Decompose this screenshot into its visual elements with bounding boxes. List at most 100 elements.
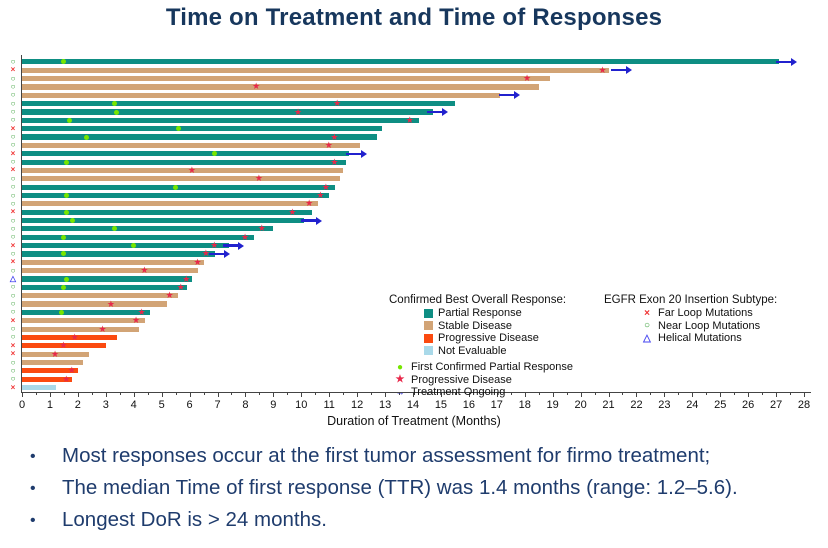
first-response-dot: [111, 226, 117, 232]
progression-star: ★: [67, 365, 76, 376]
bullet-line: • Most responses occur at the first tumor…: [0, 444, 828, 467]
x-minor-tick: [203, 392, 205, 395]
progression-star: ★: [182, 273, 191, 284]
legend-label: Treatment Ongoing: [411, 386, 506, 399]
x-tick-label: 10: [295, 399, 308, 411]
x-minor-tick: [538, 392, 540, 395]
x-tick-label: 19: [546, 399, 559, 411]
x-tick-label: 12: [351, 399, 364, 411]
first-response-dot: [173, 184, 179, 190]
progression-star: ★: [316, 190, 325, 200]
treatment-bar: [22, 142, 360, 148]
subtype-near-icon: ○: [10, 282, 16, 292]
x-minor-tick: [622, 392, 624, 395]
subtype-near-icon: ○: [10, 248, 16, 258]
x-major-tick: [385, 392, 387, 397]
x-tick-label: 24: [686, 399, 699, 411]
subtype-far-icon: ×: [10, 257, 16, 267]
x-tick-label: 7: [214, 399, 221, 411]
subtype-near-icon: ○: [10, 140, 16, 150]
subtype-near-icon: ○: [10, 299, 16, 309]
subtype-far-icon: ×: [10, 65, 16, 75]
progression-star: ★: [294, 106, 303, 117]
legend-item-star: ★ Progressive Disease: [394, 374, 512, 386]
subtype-near-icon: ○: [10, 324, 16, 334]
progression-star: ★: [254, 173, 263, 184]
x-major-tick: [776, 392, 778, 397]
treatment-bar: [22, 84, 539, 90]
ongoing-arrow: [300, 219, 316, 222]
ongoing-arrow: [610, 69, 626, 72]
x-minor-tick: [119, 392, 121, 395]
x-minor-tick: [510, 392, 512, 395]
legend-label: Helical Mutations: [658, 332, 742, 345]
first-response-dot: [61, 234, 67, 240]
x-minor-tick: [678, 392, 680, 395]
treatment-bar: [22, 318, 145, 324]
treatment-bar: [22, 117, 419, 123]
treatment-bar: [22, 276, 193, 282]
treatment-bar: [22, 368, 78, 374]
progression-star: ★: [106, 298, 115, 309]
x-tick-label: 9: [270, 399, 277, 411]
progression-star: ★: [176, 281, 185, 292]
ongoing-arrow: [499, 94, 515, 97]
progression-star: ★: [305, 198, 314, 209]
bullet-line: • Longest DoR is > 24 months.: [0, 508, 828, 531]
x-minor-tick: [343, 392, 345, 395]
treatment-bar: [22, 209, 313, 215]
x-minor-tick: [399, 392, 401, 395]
subtype-near-icon: ○: [10, 173, 16, 183]
first-response-dot: [58, 309, 64, 315]
legend-label: First Confirmed Partial Response: [411, 361, 574, 373]
x-tick-label: 22: [630, 399, 643, 411]
page-title: Time on Treatment and Time of Responses: [165, 4, 663, 31]
ongoing-arrow: [426, 110, 442, 114]
x-major-tick: [720, 392, 722, 397]
legend-response-title: Confirmed Best Overall Response:: [389, 294, 567, 306]
progression-star: ★: [193, 256, 202, 267]
treatment-bar: [22, 159, 346, 165]
subtype-near-icon: ○: [10, 198, 16, 208]
x-major-tick: [664, 392, 666, 397]
treatment-bar: [22, 234, 254, 240]
x-minor-tick: [566, 392, 568, 395]
subtype-far-icon: ×: [10, 207, 16, 217]
bullet-line: • The median Time of first response (TTR)…: [0, 476, 828, 499]
progression-star: ★: [333, 98, 342, 109]
legend-item-stable_disease: Stable Disease: [424, 320, 512, 332]
treatment-bar: [22, 167, 344, 174]
legend-item-arrow: → Treatment Ongoing: [394, 386, 506, 399]
legend-item-dot: ● First Confirmed Partial Response: [394, 361, 573, 373]
subtype-near-icon: ○: [10, 223, 16, 233]
x-minor-tick: [91, 392, 93, 395]
legend-label: Progressive Disease: [411, 373, 512, 386]
x-minor-tick: [482, 392, 484, 395]
ongoing-arrow-head: [441, 108, 448, 116]
x-tick-label: 5: [158, 399, 165, 411]
legend-item-partial_response: Partial Response: [424, 307, 522, 319]
subtype-near-icon: ○: [10, 90, 16, 100]
ongoing-arrow-head: [625, 66, 632, 75]
treatment-bar: [22, 359, 84, 366]
x-minor-tick: [706, 392, 708, 395]
x-major-tick: [440, 392, 442, 397]
x-minor-tick: [231, 392, 233, 395]
subtype-near-icon: ○: [10, 182, 16, 192]
ongoing-arrow-head: [790, 57, 797, 66]
first-response-dot: [83, 134, 89, 140]
subtype-near-icon: ○: [10, 56, 16, 66]
treatment-bar: [22, 59, 779, 65]
treatment-bar: [22, 67, 609, 73]
treatment-bar: [22, 176, 341, 182]
legend-item-subtype: × Far Loop Mutations: [641, 307, 753, 319]
ongoing-arrow-head: [514, 91, 521, 100]
ongoing-arrow: [222, 244, 238, 247]
progression-star: ★: [201, 248, 210, 259]
subtype-near-icon: ○: [10, 98, 16, 108]
first-response-dot: [64, 193, 70, 198]
progression-star: ★: [59, 340, 68, 351]
x-major-tick: [49, 392, 51, 397]
x-major-tick: [413, 392, 415, 397]
treatment-bar: [22, 284, 187, 290]
